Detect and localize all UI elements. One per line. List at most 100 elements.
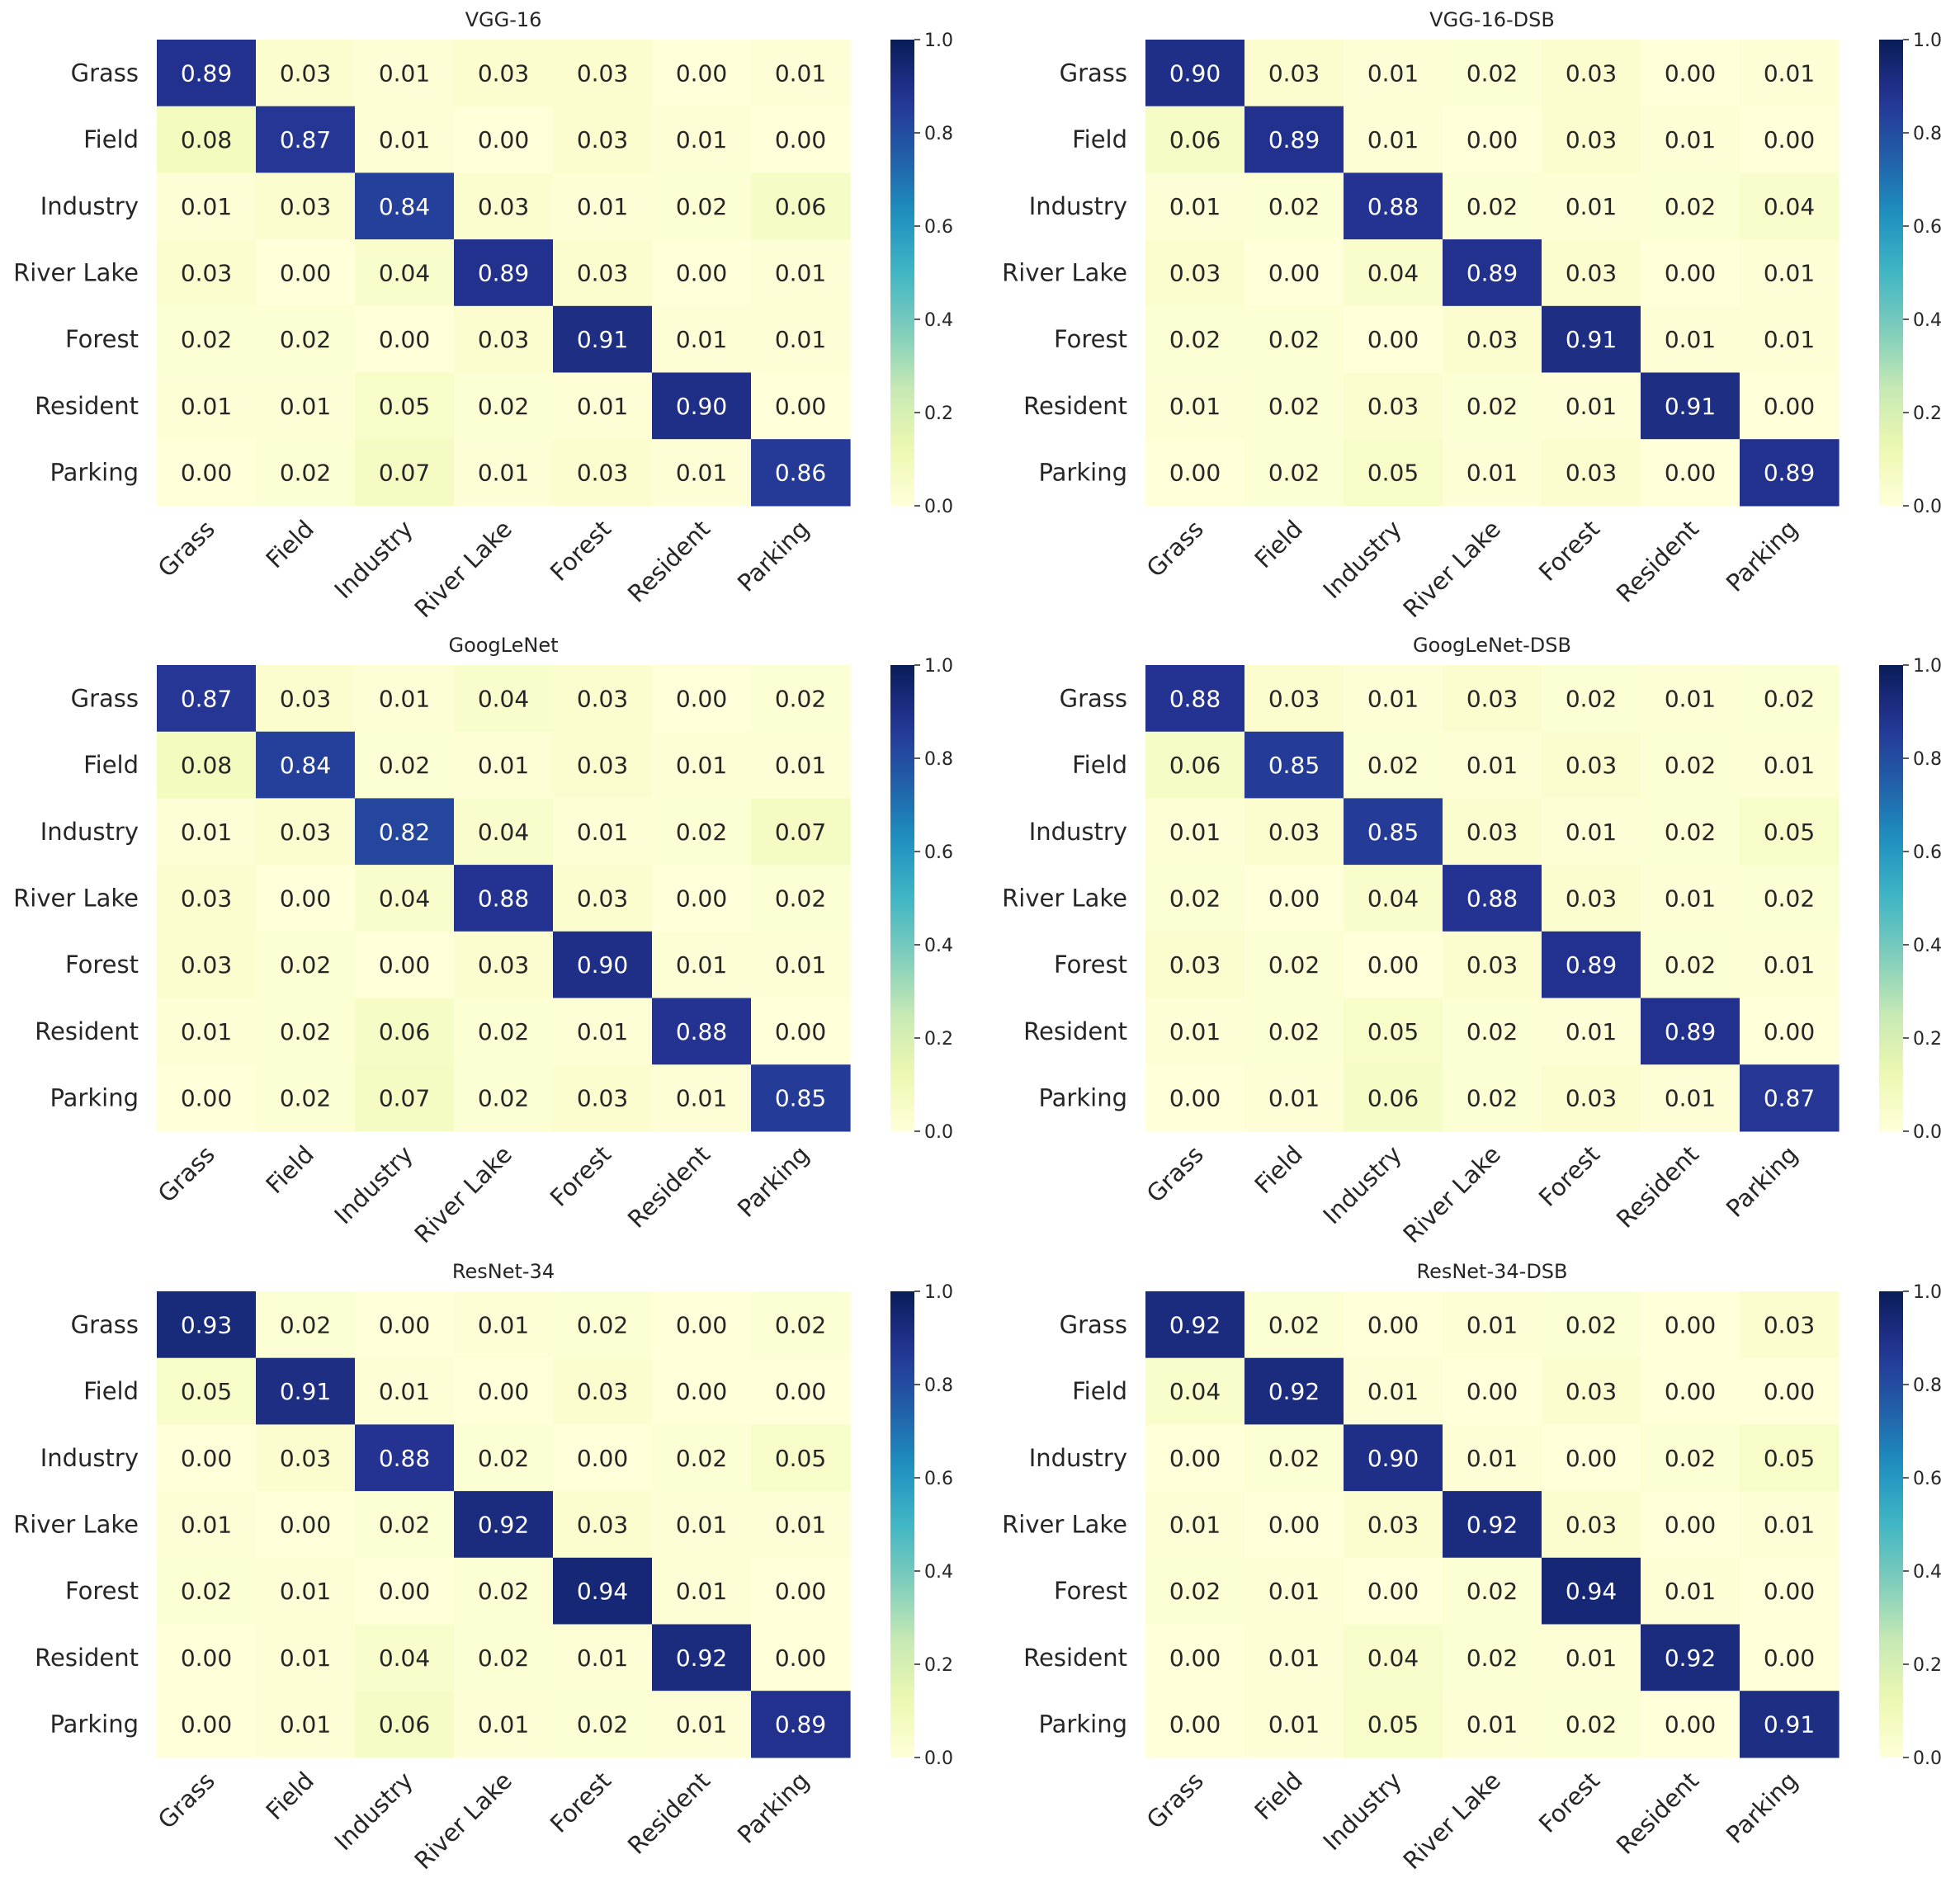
heatmap-cell <box>652 931 752 999</box>
heatmap-cell <box>1344 998 1443 1065</box>
heatmap-cell <box>1244 1357 1344 1425</box>
heatmap-cell <box>1542 439 1641 507</box>
heatmap-cell <box>1740 1424 1840 1492</box>
heatmap-cell <box>1145 305 1245 374</box>
heatmap-cell <box>1542 1064 1641 1132</box>
heatmap-cell <box>157 439 257 507</box>
cell-value-label: 0.02 <box>1566 685 1617 712</box>
colorbar <box>1879 1291 1903 1758</box>
heatmap-cell <box>1145 1491 1245 1559</box>
cell-value-label: 0.01 <box>280 1644 331 1672</box>
row-tick-label: Industry <box>40 192 139 220</box>
cell-value-label: 0.02 <box>1367 752 1419 779</box>
colorbar-tick-label: 1.0 <box>924 656 953 677</box>
heatmap-cell <box>1443 1424 1542 1492</box>
cell-value-label: 0.02 <box>1665 951 1716 979</box>
cell-value-label: 0.02 <box>1466 193 1518 220</box>
cell-value-label: 0.01 <box>1566 393 1617 420</box>
heatmap-cell <box>1443 1557 1542 1625</box>
row-tick-label: Field <box>1072 1377 1127 1405</box>
row-tick-label: Field <box>83 1377 139 1405</box>
cell-value-label: 0.01 <box>1665 885 1716 912</box>
heatmap-resnet-34: ResNet-34 0.93 0.02 0.00 0.01 0.02 0.00 0.02 0.0… <box>13 1260 953 1875</box>
column-tick-label: Grass <box>1141 1140 1209 1208</box>
heatmap-cell <box>1542 998 1641 1065</box>
colorbar <box>890 665 914 1131</box>
cell-value-label: 0.01 <box>1169 1511 1221 1538</box>
cell-value-label: 0.89 <box>181 59 232 87</box>
heatmap-cell <box>1740 665 1840 733</box>
cell-value-label: 0.04 <box>379 259 430 286</box>
heatmap-cell <box>1244 239 1344 307</box>
row-tick-label: Grass <box>71 59 139 87</box>
colorbar-tick-label: 0.4 <box>924 310 953 331</box>
heatmap-cell <box>454 798 554 866</box>
cell-value-label: 0.88 <box>1466 885 1518 912</box>
heatmap-cell <box>1244 372 1344 440</box>
cell-value-label: 0.06 <box>379 1711 430 1739</box>
heatmap-cell <box>1542 1691 1641 1758</box>
cell-value-label: 0.02 <box>1764 685 1815 712</box>
cell-value-label: 0.92 <box>1665 1644 1716 1672</box>
cell-value-label: 0.01 <box>1764 326 1815 353</box>
cell-value-label: 0.05 <box>1367 460 1419 487</box>
cell-value-label: 0.87 <box>181 685 232 712</box>
cell-value-label: 0.02 <box>1466 1644 1518 1672</box>
heatmap-cell <box>553 239 653 307</box>
cell-value-label: 0.00 <box>280 885 331 912</box>
row-tick-label: Industry <box>1029 1444 1127 1472</box>
cell-value-label: 0.02 <box>478 393 529 420</box>
column-tick-label: Forest <box>545 1140 616 1212</box>
cell-value-label: 0.01 <box>577 193 628 220</box>
cell-value-label: 0.03 <box>577 1378 628 1405</box>
cell-value-label: 0.01 <box>1466 1445 1518 1472</box>
heatmap-cell <box>355 1557 455 1625</box>
colorbar-tick-label: 0.0 <box>1913 1122 1942 1143</box>
cell-value-label: 0.94 <box>1566 1578 1617 1605</box>
cell-value-label: 0.00 <box>1566 1445 1617 1472</box>
heatmap-cell <box>1244 172 1344 240</box>
heatmap-googlenet-dsb: GoogLeNet-DSB 0.88 0.03 0.01 0.03 0.02 0.01 0.0… <box>1002 634 1942 1248</box>
cell-value-label: 0.01 <box>1367 59 1419 87</box>
column-tick-label: Grass <box>153 515 220 583</box>
colorbar-tick-label: 1.0 <box>1913 1282 1942 1303</box>
heatmap-cell <box>1641 239 1740 307</box>
cell-value-label: 0.00 <box>1169 1085 1221 1112</box>
cell-value-label: 0.00 <box>676 1311 727 1338</box>
heatmap-cell <box>1244 1624 1344 1691</box>
heatmap-cell <box>1145 239 1245 307</box>
heatmap-cell <box>1145 931 1245 999</box>
heatmap-cell <box>553 798 653 866</box>
cell-value-label: 0.00 <box>1665 460 1716 487</box>
cell-value-label: 0.02 <box>478 1445 529 1472</box>
cell-value-label: 0.02 <box>1268 193 1320 220</box>
cell-value-label: 0.03 <box>577 126 628 153</box>
heatmap-cell <box>1542 1491 1641 1559</box>
cell-value-label: 0.06 <box>1169 752 1221 779</box>
heatmap-cell <box>751 998 851 1065</box>
cell-value-label: 0.02 <box>1268 460 1320 487</box>
cell-value-label: 0.00 <box>775 1644 826 1672</box>
cell-value-label: 0.00 <box>1268 259 1320 286</box>
cell-value-label: 0.00 <box>379 1311 430 1338</box>
cell-value-label: 0.85 <box>775 1085 826 1112</box>
colorbar-tick-label: 1.0 <box>1913 31 1942 51</box>
heatmap-cell <box>1145 1064 1245 1132</box>
heatmap-cell <box>553 1064 653 1132</box>
heatmap-cell <box>454 1624 554 1691</box>
heatmap-cell <box>355 40 455 107</box>
cell-value-label: 0.85 <box>1268 752 1320 779</box>
heatmap-cell <box>1740 106 1840 173</box>
cell-value-label: 0.08 <box>181 752 232 779</box>
column-tick-label: Field <box>261 515 319 573</box>
heatmap-cell <box>751 172 851 240</box>
heatmap-cell <box>751 239 851 307</box>
colorbar-tick-label: 0.2 <box>924 1029 953 1050</box>
colorbar-tick-label: 0.4 <box>1913 310 1942 331</box>
cell-value-label: 0.00 <box>181 1711 232 1739</box>
cell-value-label: 0.91 <box>1665 393 1716 420</box>
heatmap-cell <box>157 1291 257 1359</box>
heatmap-cell <box>1740 1491 1840 1559</box>
column-tick-label: Forest <box>1533 1767 1605 1838</box>
